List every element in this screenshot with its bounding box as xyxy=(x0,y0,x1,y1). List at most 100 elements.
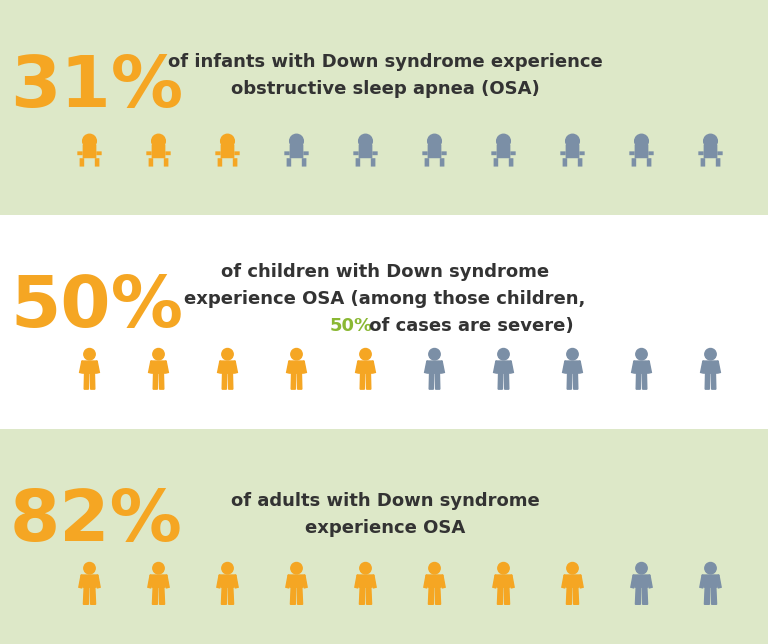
Text: of cases are severe): of cases are severe) xyxy=(363,317,574,335)
Polygon shape xyxy=(220,361,235,374)
FancyBboxPatch shape xyxy=(700,158,705,167)
Polygon shape xyxy=(149,361,154,374)
Polygon shape xyxy=(427,361,442,374)
FancyBboxPatch shape xyxy=(492,151,497,155)
Polygon shape xyxy=(568,374,571,389)
Polygon shape xyxy=(81,575,98,587)
Polygon shape xyxy=(567,587,571,604)
FancyBboxPatch shape xyxy=(579,151,584,155)
Polygon shape xyxy=(716,575,721,588)
Polygon shape xyxy=(148,575,153,588)
Polygon shape xyxy=(429,587,434,604)
Polygon shape xyxy=(635,587,641,604)
Circle shape xyxy=(222,562,233,574)
FancyBboxPatch shape xyxy=(147,151,151,155)
Polygon shape xyxy=(288,575,305,587)
Polygon shape xyxy=(163,361,168,374)
Polygon shape xyxy=(636,374,641,389)
Polygon shape xyxy=(642,587,647,604)
Polygon shape xyxy=(150,575,167,587)
Polygon shape xyxy=(494,361,499,374)
FancyBboxPatch shape xyxy=(648,151,654,155)
Polygon shape xyxy=(646,361,651,374)
Polygon shape xyxy=(357,575,374,587)
FancyBboxPatch shape xyxy=(215,151,220,155)
Polygon shape xyxy=(429,374,434,389)
Circle shape xyxy=(636,348,647,360)
Circle shape xyxy=(705,562,717,574)
Polygon shape xyxy=(233,575,238,588)
Polygon shape xyxy=(286,575,291,588)
Circle shape xyxy=(153,562,164,574)
FancyBboxPatch shape xyxy=(0,0,768,214)
Polygon shape xyxy=(94,361,99,374)
Polygon shape xyxy=(498,587,503,604)
Polygon shape xyxy=(221,587,227,604)
FancyBboxPatch shape xyxy=(703,145,717,158)
Polygon shape xyxy=(435,374,440,389)
FancyBboxPatch shape xyxy=(0,430,768,644)
FancyBboxPatch shape xyxy=(440,158,445,167)
FancyBboxPatch shape xyxy=(284,151,290,155)
Polygon shape xyxy=(631,575,636,588)
FancyBboxPatch shape xyxy=(717,151,723,155)
Circle shape xyxy=(291,348,302,360)
Polygon shape xyxy=(366,374,371,389)
Polygon shape xyxy=(228,374,233,389)
Polygon shape xyxy=(297,374,302,389)
FancyBboxPatch shape xyxy=(149,158,153,167)
FancyBboxPatch shape xyxy=(566,145,579,158)
FancyBboxPatch shape xyxy=(509,158,513,167)
Polygon shape xyxy=(508,361,513,374)
Polygon shape xyxy=(217,575,222,588)
Polygon shape xyxy=(700,361,706,374)
FancyBboxPatch shape xyxy=(425,158,429,167)
Polygon shape xyxy=(152,587,157,604)
FancyBboxPatch shape xyxy=(78,151,83,155)
Circle shape xyxy=(153,348,164,360)
Text: 50%: 50% xyxy=(330,317,373,335)
FancyBboxPatch shape xyxy=(83,145,96,158)
FancyBboxPatch shape xyxy=(422,151,428,155)
Circle shape xyxy=(705,348,717,360)
FancyBboxPatch shape xyxy=(0,214,768,430)
FancyBboxPatch shape xyxy=(371,158,376,167)
FancyBboxPatch shape xyxy=(510,151,515,155)
Polygon shape xyxy=(495,575,511,587)
Circle shape xyxy=(220,134,234,148)
Polygon shape xyxy=(564,575,581,587)
Polygon shape xyxy=(289,361,304,374)
Polygon shape xyxy=(356,361,361,374)
Polygon shape xyxy=(496,361,511,374)
Polygon shape xyxy=(704,587,710,604)
FancyBboxPatch shape xyxy=(220,145,234,158)
FancyBboxPatch shape xyxy=(290,145,303,158)
Text: 50%: 50% xyxy=(10,272,183,341)
Text: of adults with Down syndrome: of adults with Down syndrome xyxy=(230,492,539,510)
Polygon shape xyxy=(573,374,578,389)
Text: obstructive sleep apnea (OSA): obstructive sleep apnea (OSA) xyxy=(230,80,539,98)
FancyBboxPatch shape xyxy=(563,158,568,167)
FancyBboxPatch shape xyxy=(96,151,101,155)
FancyBboxPatch shape xyxy=(359,145,372,158)
FancyBboxPatch shape xyxy=(634,145,648,158)
Circle shape xyxy=(429,348,440,360)
FancyBboxPatch shape xyxy=(629,151,634,155)
Circle shape xyxy=(428,134,442,148)
Polygon shape xyxy=(80,361,85,374)
Text: experience OSA (among those children,: experience OSA (among those children, xyxy=(184,290,586,308)
Circle shape xyxy=(84,348,95,360)
Polygon shape xyxy=(228,587,233,604)
FancyBboxPatch shape xyxy=(631,158,636,167)
Polygon shape xyxy=(219,575,236,587)
Polygon shape xyxy=(703,361,718,374)
FancyBboxPatch shape xyxy=(94,158,99,167)
Polygon shape xyxy=(505,587,510,604)
Polygon shape xyxy=(151,361,166,374)
FancyBboxPatch shape xyxy=(234,151,240,155)
Polygon shape xyxy=(232,361,237,374)
Polygon shape xyxy=(222,374,227,389)
Text: 82%: 82% xyxy=(10,486,183,556)
Circle shape xyxy=(359,134,372,148)
Polygon shape xyxy=(286,361,292,374)
